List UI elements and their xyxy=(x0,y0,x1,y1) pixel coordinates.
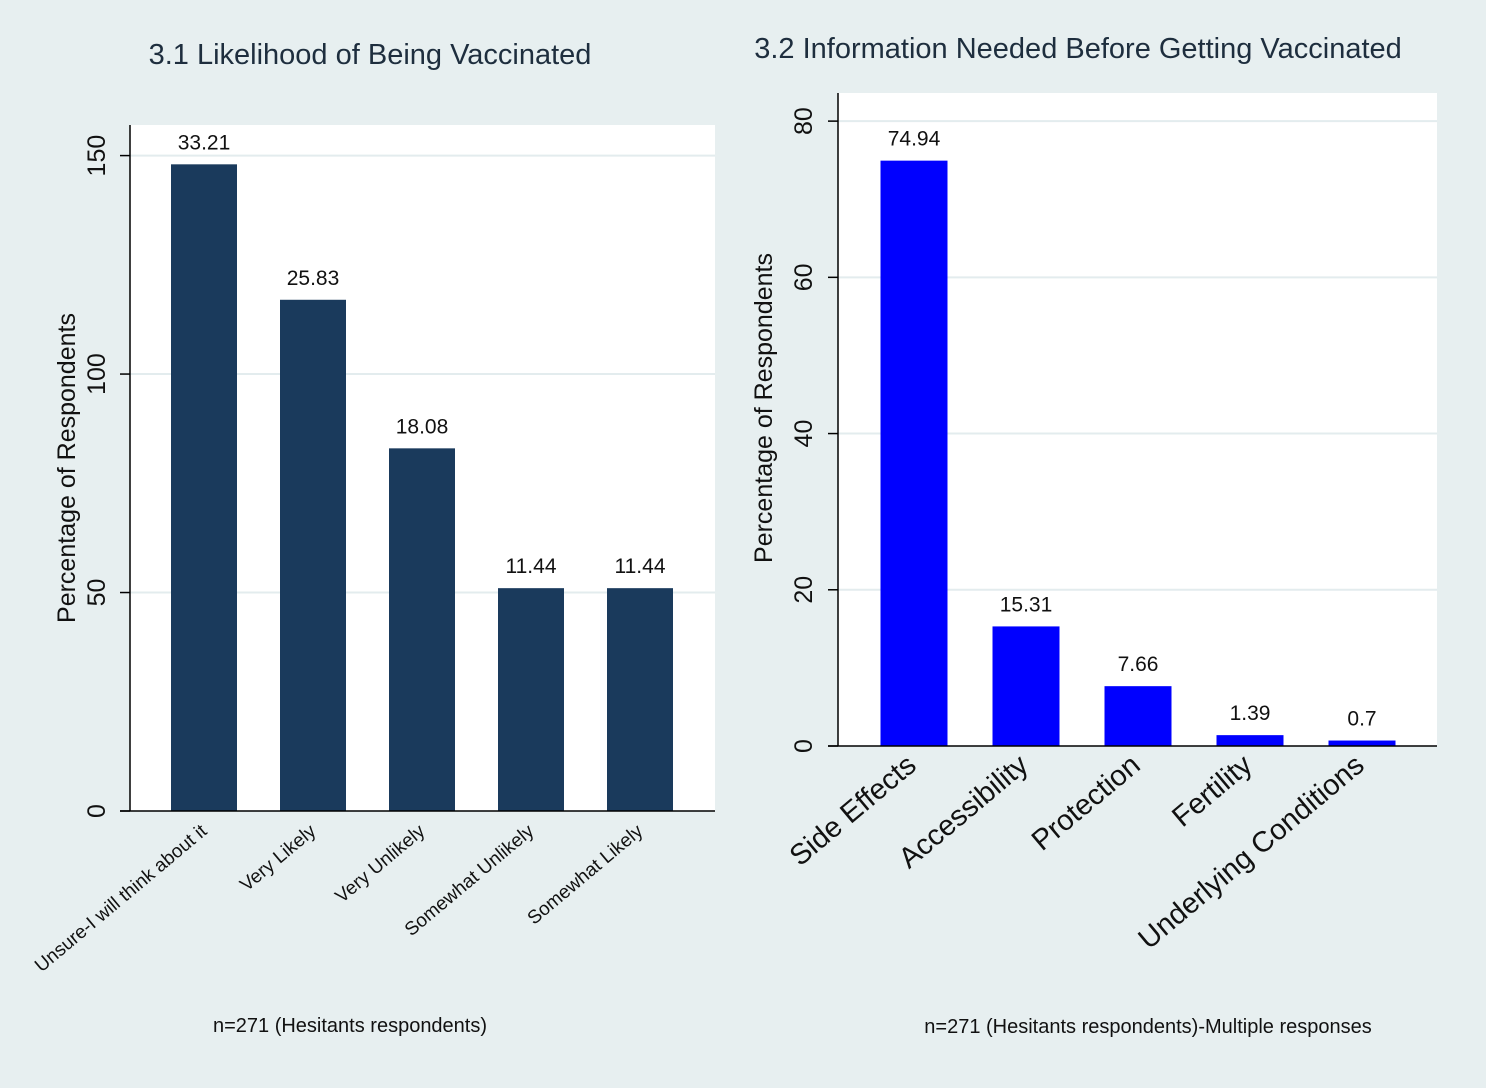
data-label: 1.39 xyxy=(1230,702,1271,725)
bar xyxy=(607,588,673,811)
y-tick-label: 80 xyxy=(790,107,818,135)
chart1-ylabel: Percentage of Respondents xyxy=(53,313,81,623)
data-label: 11.44 xyxy=(615,555,666,578)
data-label: 15.31 xyxy=(1000,593,1053,616)
data-label: 7.66 xyxy=(1118,653,1159,676)
chart1-note: n=271 (Hesitants respondents) xyxy=(213,1015,487,1037)
chart1-title: 3.1 Likelihood of Being Vaccinated xyxy=(149,39,592,71)
y-tick-label: 100 xyxy=(83,353,111,395)
chart2-note: n=271 (Hesitants respondents)-Multiple r… xyxy=(924,1016,1371,1038)
y-tick-label: 0 xyxy=(83,804,111,818)
data-label: 25.83 xyxy=(287,267,340,290)
data-label: 11.44 xyxy=(506,555,557,578)
bar xyxy=(1328,740,1396,746)
chart2-ylabel: Percentage of Respondents xyxy=(750,253,778,563)
data-label: 33.21 xyxy=(178,131,231,154)
bar xyxy=(992,626,1060,746)
y-tick-label: 0 xyxy=(790,739,818,753)
data-label: 0.7 xyxy=(1347,708,1376,731)
chart2-title: 3.2 Information Needed Before Getting Va… xyxy=(754,33,1402,65)
y-tick-label: 60 xyxy=(790,263,818,291)
bar xyxy=(1104,686,1172,746)
data-label: 74.94 xyxy=(888,128,941,151)
bar xyxy=(498,588,564,811)
bar xyxy=(280,299,346,811)
y-tick-label: 50 xyxy=(83,579,111,607)
bar xyxy=(880,160,948,746)
bar xyxy=(389,448,455,811)
y-tick-label: 150 xyxy=(83,135,111,177)
bar xyxy=(171,164,237,812)
y-tick-label: 40 xyxy=(790,420,818,448)
data-label: 18.08 xyxy=(396,415,449,438)
y-tick-label: 20 xyxy=(790,576,818,604)
bar xyxy=(1216,735,1284,746)
